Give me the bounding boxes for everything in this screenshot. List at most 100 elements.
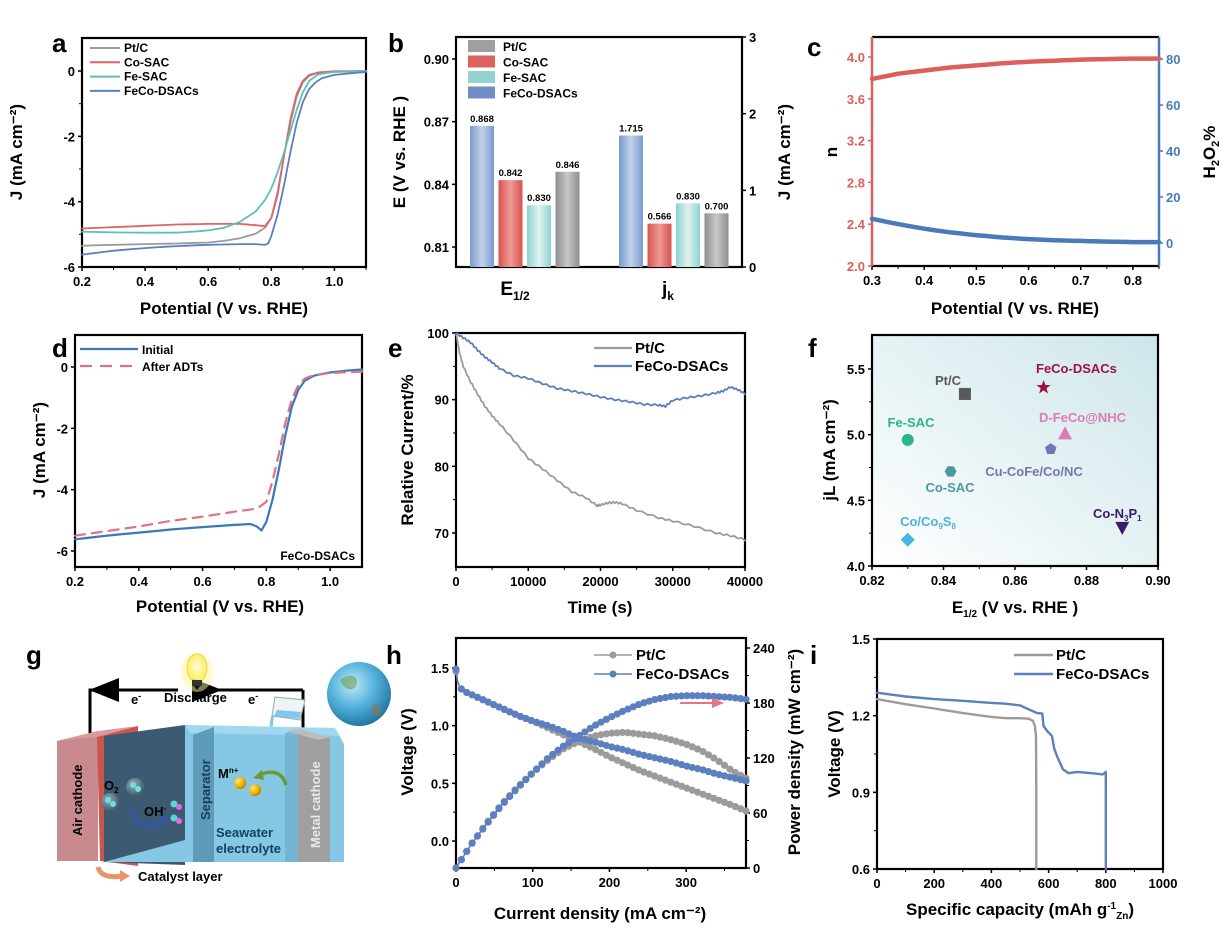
y-tick-label: -4 — [63, 195, 75, 210]
y-tick-label: 5.0 — [847, 428, 865, 443]
y-axis-label: J (mA cm⁻²) — [7, 104, 26, 200]
series-line-after-adts — [73, 370, 364, 537]
marker-feco-dsacs-voltage — [683, 762, 691, 770]
marker-feco-dsacs-voltage — [613, 744, 621, 752]
x-tick-label: 0 — [873, 876, 880, 891]
marker-feco-dsacs-power — [506, 792, 514, 801]
cathode-chamber — [104, 725, 185, 865]
marker-feco-dsacs-power — [597, 718, 605, 726]
data-point-label: Co-SAC — [925, 480, 975, 495]
data-point-label: FeCo-DSACs — [1036, 361, 1117, 376]
marker-feco-dsacs-power — [704, 692, 713, 700]
x-tick-label: 0.82 — [859, 573, 884, 588]
y-tick-label: 1.0 — [431, 719, 449, 734]
earth-globe-icon — [327, 662, 391, 726]
chart-c-n-h2o2: 0.3 0.4 0.5 0.6 0.7 0.8 2.0 2.4 2.8 3.2 3.6 4.0 0 20 4… — [822, 35, 1222, 318]
marker-feco-dsacs-power — [511, 787, 519, 795]
data-point-label: Cu-CoFe/Co/NC — [985, 464, 1083, 479]
y-tick-label: -6 — [63, 260, 75, 275]
marker-pt-c-power — [629, 729, 637, 737]
axes-frame — [73, 333, 364, 569]
marker-feco-dsacs-power — [592, 721, 600, 729]
air-cathode-label: Air cathode — [70, 764, 85, 836]
marker-feco-dsacs-power — [500, 798, 508, 806]
marker-feco-dsacs-power — [543, 755, 551, 763]
panel-label-i: i — [810, 640, 817, 670]
y-tick-label: 80 — [435, 459, 449, 474]
electron-label-right: e- — [248, 691, 258, 707]
y-axis-label: Voltage (V) — [825, 710, 844, 798]
y-right-tick-label: 0 — [753, 861, 760, 876]
y-tick-label: -4 — [56, 483, 68, 498]
y-tick-label: -6 — [56, 544, 68, 559]
x-axis-label: Current density (mA cm⁻²) — [494, 904, 706, 923]
marker-feco-dsacs-power — [651, 695, 659, 704]
y-tick-label: -2 — [63, 129, 75, 144]
y-right-tick-label: 20 — [1166, 190, 1180, 205]
hydroxide-label: OH- — [144, 804, 167, 819]
marker-pt-c-voltage — [592, 745, 600, 754]
marker-feco-dsacs-power — [672, 692, 680, 700]
marker-feco-dsacs-power — [527, 770, 535, 778]
y-right-tick-label: 40 — [1166, 144, 1180, 159]
series-line-initial — [73, 368, 364, 541]
panel-label-a: a — [52, 28, 67, 58]
legend-swatch — [468, 55, 495, 68]
bar-feco-dsacs — [619, 135, 643, 267]
y-tick-label: 3.6 — [847, 92, 865, 107]
y-tick-label: 1.2 — [852, 709, 870, 724]
legend-label: Pt/C — [503, 40, 527, 54]
marker-feco-dsacs-voltage — [506, 708, 514, 716]
marker-feco-dsacs-power — [731, 694, 739, 702]
x-tick-label: 800 — [1095, 876, 1117, 891]
metal-ion-label: Mn+ — [218, 766, 239, 781]
legend-label: FeCo-DSACs — [503, 87, 578, 101]
legend-label: FeCo-DSACs — [636, 666, 729, 683]
marker-feco-dsacs-voltage — [457, 685, 465, 693]
y-right-tick-label: 0 — [749, 260, 756, 275]
y-axis-label: Voltage (V) — [398, 708, 417, 796]
marker-feco-dsacs-power — [677, 692, 686, 700]
marker-pt-c-voltage — [597, 748, 605, 756]
marker-feco-dsacs-power — [667, 692, 675, 701]
marker-pt-c-power — [661, 734, 670, 742]
marker-pt-c-power — [710, 754, 718, 762]
x-tick-label: 0.7 — [1072, 273, 1090, 288]
bar-value-label: 0.842 — [499, 168, 523, 179]
marker-feco-dsacs-power — [479, 825, 487, 833]
y-right-tick-label: 60 — [753, 806, 767, 821]
x-tick-label: 300 — [675, 875, 697, 890]
o2-label: O2 — [104, 778, 119, 795]
y-right-tick-label: 0 — [1166, 236, 1173, 251]
air-cathode-face — [57, 731, 98, 861]
y-axis-label: J (mA cm⁻²) — [30, 402, 49, 498]
x-tick-label: 1000 — [1149, 876, 1178, 891]
y-tick-label: -2 — [56, 421, 68, 436]
y-axis-label: Power density (mW cm⁻²) — [785, 649, 804, 855]
bar-value-label: 0.830 — [527, 193, 551, 204]
x-tick-label: 0.6 — [1020, 273, 1038, 288]
x-tick-label: 0.8 — [262, 274, 280, 289]
marker-pt-c-power — [640, 731, 648, 739]
x-axis-label: Time (s) — [568, 598, 633, 617]
marker-pt-c-voltage — [608, 754, 616, 762]
x-tick-label: 0.4 — [915, 273, 934, 288]
x-tick-label: 20000 — [582, 574, 618, 589]
y-axis-label: J (mA cm⁻²) — [775, 104, 794, 200]
marker-pt-c-power — [592, 732, 600, 740]
marker-pt-c-power — [715, 757, 723, 766]
marker-feco-dsacs-voltage — [479, 696, 487, 704]
data-point-label: D-FeCo@NHC — [1039, 410, 1127, 425]
y-tick-label: 0.9 — [852, 785, 870, 800]
x-tick-label: 40000 — [727, 574, 763, 589]
panel-label-f: f — [808, 333, 817, 363]
marker-feco-dsacs-power — [737, 695, 745, 703]
legend-label: FeCo-DSACs — [635, 358, 728, 375]
category-label: jk — [661, 279, 674, 303]
x-tick-label: 10000 — [510, 574, 546, 589]
marker-pt-c-power — [731, 768, 739, 777]
series-line-feco-dsacs — [455, 332, 746, 409]
catalyst-layer-label: Catalyst layer — [138, 869, 223, 884]
hydroxide-ion-icon — [170, 800, 182, 824]
marker-pt-c-voltage — [618, 759, 627, 767]
